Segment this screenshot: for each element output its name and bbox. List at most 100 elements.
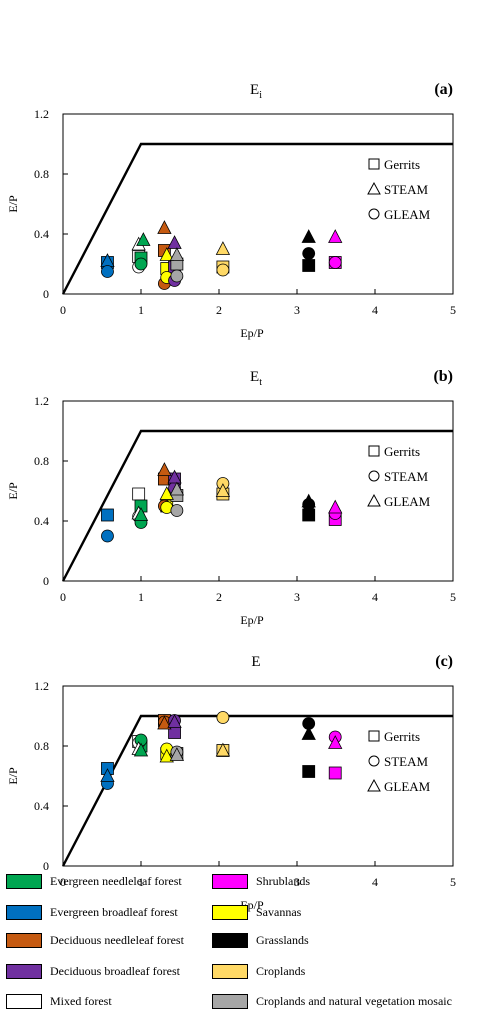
y-tick-label: 0 — [43, 859, 49, 873]
x-tick-label: 0 — [60, 590, 66, 604]
data-point-gleam — [216, 263, 230, 277]
y-tick-label: 1.2 — [34, 107, 49, 121]
data-point-gleam — [100, 768, 115, 782]
legend-item-ebf: Evergreen broadleaf forest — [6, 901, 178, 923]
x-tick-label: 0 — [60, 875, 66, 889]
legend-swatch — [212, 904, 248, 920]
data-point-gleam — [328, 256, 342, 269]
y-tick-label: 0.8 — [34, 739, 49, 753]
data-point-steam — [170, 504, 184, 517]
x-tick-label: 2 — [216, 303, 222, 317]
legend-entry-steam: STEAM — [384, 754, 429, 769]
legend-label: Grasslands — [256, 932, 309, 947]
data-point-steam — [101, 529, 114, 543]
y-tick-label: 0.8 — [34, 167, 49, 181]
y-tick-label: 0 — [43, 287, 49, 301]
land-cover-legend: Evergreen needleleaf forest Shrublands E… — [0, 866, 480, 1016]
data-point-steam — [216, 711, 230, 724]
legend-square-marker — [368, 158, 380, 170]
legend-entry-gleam: GLEAM — [384, 494, 431, 509]
data-point-gleam — [101, 265, 114, 278]
legend-label: Mixed forest — [50, 993, 112, 1008]
data-point-gleam — [328, 499, 343, 514]
data-point-gleam — [328, 735, 343, 749]
data-point-steam — [167, 235, 182, 249]
x-tick-label: 0 — [60, 303, 66, 317]
legend-item-enf: Evergreen needleleaf forest — [6, 870, 182, 892]
data-point-steam — [301, 229, 316, 243]
data-point-gleam — [134, 257, 148, 271]
plot-area — [62, 400, 454, 582]
data-point-gleam — [159, 748, 174, 763]
legend-swatch — [212, 963, 248, 979]
y-tick-label: 1.2 — [34, 679, 49, 693]
legend-label: Deciduous broadleaf forest — [50, 963, 180, 978]
legend-swatch — [6, 873, 42, 889]
data-point-gleam — [157, 715, 172, 730]
legend-swatch — [6, 904, 42, 920]
x-tick-label: 1 — [138, 590, 144, 604]
y-tick-label: 0.8 — [34, 454, 49, 468]
x-tick-label: 3 — [294, 303, 300, 317]
legend-entry-gleam: GLEAM — [384, 207, 431, 222]
data-point-gleam — [301, 493, 316, 508]
legend-item-savannas: Savannas — [212, 901, 301, 923]
data-point-steam — [159, 247, 174, 261]
x-tick-label: 1 — [138, 303, 144, 317]
legend-swatch — [6, 932, 42, 948]
data-point-gleam — [215, 483, 231, 497]
chart-title: E — [251, 654, 260, 670]
x-axis-label: Ep/P — [240, 613, 264, 627]
legend-entry-gerrits: Gerrits — [384, 729, 420, 744]
x-tick-label: 5 — [450, 590, 456, 604]
legend-item-cropland-mosaic: Croplands and natural vegetation mosaic — [212, 990, 452, 1012]
legend-square-marker — [368, 445, 380, 457]
y-axis-label: E/P — [6, 195, 20, 213]
panel-b: Et (b) 0 1 2 3 4 5 0 0.4 0.8 1.2 Ep/P E/P Gerrits STEAM… — [6, 368, 456, 627]
y-tick-label: 0.4 — [34, 799, 49, 813]
data-point-gleam — [170, 269, 184, 283]
legend-item-mixed-forest: Mixed forest — [6, 990, 112, 1012]
legend-triangle-marker — [367, 181, 381, 195]
y-tick-label: 1.2 — [34, 394, 49, 408]
x-tick-label: 5 — [450, 875, 456, 889]
y-tick-label: 0 — [43, 574, 49, 588]
x-tick-label: 4 — [372, 590, 378, 604]
data-point-gerrits — [302, 765, 316, 778]
legend-entry-gerrits: Gerrits — [384, 157, 420, 172]
legend-entry-gerrits: Gerrits — [384, 444, 420, 459]
data-point-gleam — [169, 747, 185, 761]
legend-label: Evergreen broadleaf forest — [50, 904, 178, 919]
legend-label: Savannas — [256, 904, 302, 919]
y-axis-label: E/P — [6, 767, 20, 785]
data-point-gerrits — [132, 487, 146, 501]
legend-triangle-marker — [367, 778, 381, 792]
data-point-gleam — [167, 714, 182, 728]
x-tick-label: 3 — [294, 590, 300, 604]
legend-entry-steam: STEAM — [384, 469, 429, 484]
legend-circle-marker — [368, 470, 380, 482]
y-tick-label: 0.4 — [34, 514, 49, 528]
data-point-gleam — [302, 247, 316, 260]
data-point-gleam — [133, 507, 149, 521]
legend-item-dnf: Deciduous needleleaf forest — [6, 929, 184, 951]
panel-a: Ei (a) 0 1 2 3 4 5 0 0.4 0.8 1.2 Ep/P E/P Gerrits STEAM… — [6, 81, 456, 340]
legend-entry-steam: STEAM — [384, 182, 429, 197]
legend-circle-marker — [368, 208, 380, 220]
data-point-gerrits — [302, 259, 316, 272]
energy-water-limit-line — [61, 714, 453, 867]
legend-label: Evergreen needleleaf forest — [50, 873, 182, 888]
panel-label: (c) — [435, 653, 453, 670]
x-tick-label: 5 — [450, 303, 456, 317]
data-point-steam — [169, 247, 185, 261]
y-tick-label: 0.4 — [34, 227, 49, 241]
plot-area — [62, 113, 454, 295]
legend-label: Croplands — [256, 963, 306, 978]
legend-item-croplands: Croplands — [212, 960, 305, 982]
data-point-gleam — [167, 469, 182, 484]
energy-water-limit-line — [61, 142, 453, 295]
legend-item-grasslands: Grasslands — [212, 929, 309, 951]
legend-entry-gleam: GLEAM — [384, 779, 431, 794]
legend-label: Croplands and natural vegetation mosaic — [256, 993, 452, 1008]
